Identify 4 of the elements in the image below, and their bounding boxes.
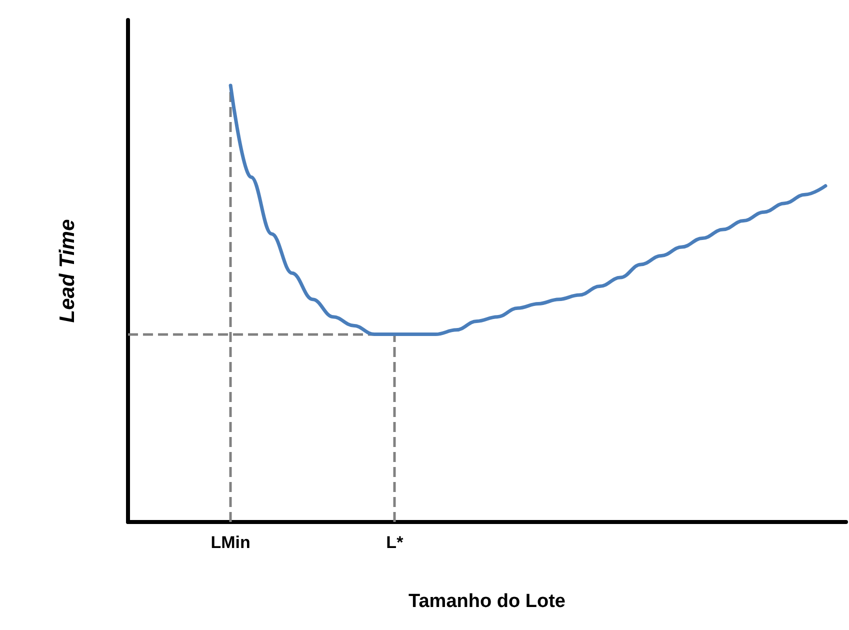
x-tick-label: LMin — [210, 533, 250, 552]
x-tick-label: L* — [386, 533, 404, 552]
x-axis-title: Tamanho do Lote — [408, 591, 566, 612]
y-axis-title: Lead Time — [56, 218, 79, 323]
